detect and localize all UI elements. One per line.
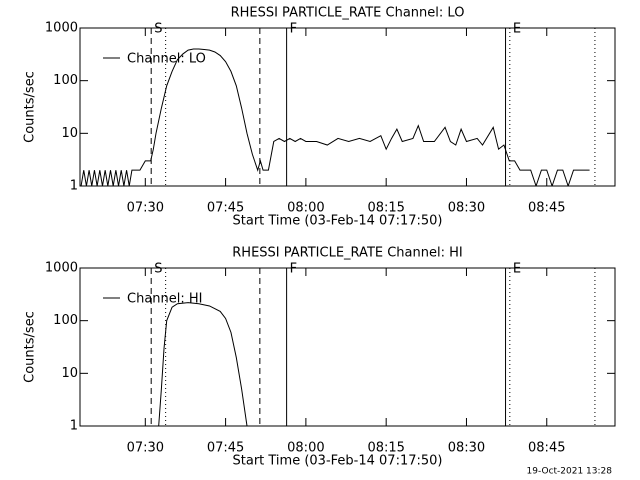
x-axis-label: Start Time (03-Feb-14 07:17:50): [233, 454, 443, 469]
flag-label: E: [513, 22, 521, 37]
data-line: [158, 302, 248, 426]
y-tick-label: 1: [70, 179, 78, 194]
legend-label: Channel: LO: [127, 52, 206, 67]
chart-title: RHESSI PARTICLE_RATE Channel: LO: [231, 6, 465, 21]
data-line: [80, 48, 590, 186]
y-tick-label: 100: [53, 73, 78, 88]
x-tick-label: 08:45: [528, 201, 565, 216]
x-tick-label: 08:30: [448, 441, 485, 456]
y-axis-label: Counts/sec: [23, 311, 38, 383]
x-tick-label: 08:00: [287, 201, 324, 216]
y-tick-label: 10: [61, 366, 78, 381]
x-tick-label: 08:00: [287, 441, 324, 456]
timestamp: 19-Oct-2021 13:28: [527, 467, 613, 477]
x-tick-label: 07:45: [207, 201, 244, 216]
x-tick-label: 07:45: [207, 441, 244, 456]
y-tick-label: 1000: [45, 261, 78, 276]
plot-frame: [79, 27, 616, 187]
x-tick-label: 07:30: [127, 441, 164, 456]
flag-label: F: [290, 22, 297, 37]
y-tick-label: 1: [70, 419, 78, 434]
x-axis-label: Start Time (03-Feb-14 07:17:50): [233, 214, 443, 229]
x-tick-label: 08:15: [367, 201, 404, 216]
plot-area: [158, 302, 248, 426]
x-tick-label: 08:30: [448, 201, 485, 216]
y-tick-label: 100: [53, 313, 78, 328]
y-axis-label: Counts/sec: [23, 71, 38, 143]
flag-label: S: [154, 262, 162, 277]
flag-label: F: [290, 262, 297, 277]
x-tick-label: 07:30: [127, 201, 164, 216]
x-tick-label: 08:15: [367, 441, 404, 456]
chart-title: RHESSI PARTICLE_RATE Channel: HI: [232, 246, 462, 261]
plot-frame: [79, 267, 616, 427]
plot-area: [80, 48, 590, 186]
y-tick-label: 1000: [45, 21, 78, 36]
x-tick-label: 08:45: [528, 441, 565, 456]
flag-label: E: [513, 262, 521, 277]
legend-label: Channel: HI: [127, 292, 203, 307]
flag-label: S: [154, 22, 162, 37]
y-tick-label: 10: [61, 126, 78, 141]
